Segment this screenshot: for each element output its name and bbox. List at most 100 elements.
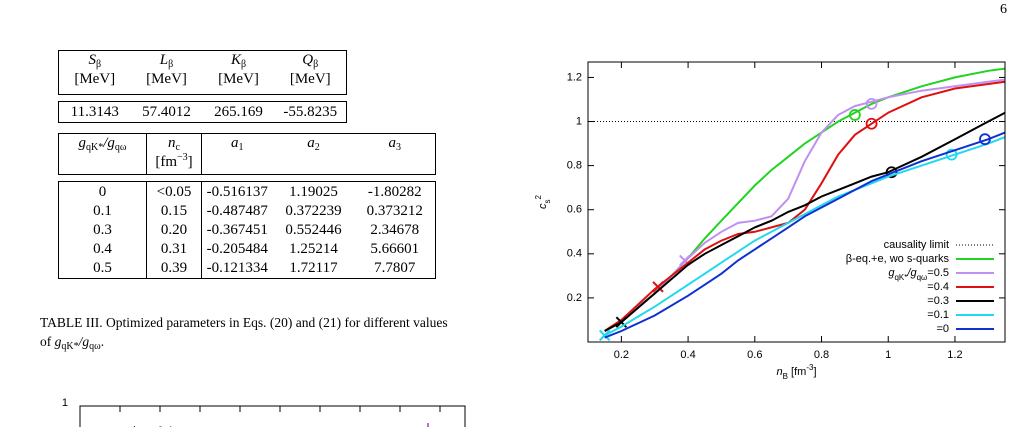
header-cell: a1 xyxy=(202,134,273,175)
plot-frame xyxy=(79,405,466,427)
table-box: Sβ [MeV] Lβ [MeV] Kβ [MeV] Qβ [MeV] xyxy=(58,50,347,95)
cell: 0.31 xyxy=(146,240,202,259)
legend-label: gqK*/gqω=0.4 xyxy=(112,425,173,427)
circle-marker xyxy=(945,148,958,161)
cross-stroke xyxy=(598,329,611,342)
series-line xyxy=(604,136,1005,337)
header-unit: [MeV] xyxy=(275,70,347,89)
symbol: g xyxy=(888,267,895,279)
cell: -55.8235 xyxy=(283,104,338,120)
x-tick-label: 0.2 xyxy=(614,349,629,361)
body-row: 0.5 0.39 -0.121334 1.72117 7.7807 xyxy=(58,259,436,279)
body-row: 11.3143 57.4012 265.169 -55.8235 xyxy=(59,102,347,123)
label-base: c xyxy=(537,203,549,209)
legend-name: =0.3 xyxy=(927,295,949,307)
legend-label: =0.1 xyxy=(927,309,949,321)
y-tick-label: 1 xyxy=(576,115,582,127)
legend-name: =0.1 xyxy=(927,309,949,321)
unit-text: ] xyxy=(187,154,193,170)
cell: -0.367451 xyxy=(206,222,268,238)
header-row: Sβ [MeV] Lβ [MeV] Kβ [MeV] Qβ [MeV] xyxy=(59,51,347,95)
subscript: 3 xyxy=(396,142,401,153)
cell: 1.19025 xyxy=(289,184,338,200)
legend-name: =0 xyxy=(936,323,949,335)
cell: 0.20 xyxy=(146,221,202,240)
legend-name: =0.4 xyxy=(151,425,173,427)
cross-marker xyxy=(652,281,664,293)
header-cell: Lβ [MeV] xyxy=(131,51,203,95)
x-axis-label: nB [fm-3] xyxy=(777,363,817,381)
cell: 57.4012 xyxy=(142,104,191,120)
header-symbol: a1 xyxy=(202,134,273,153)
symbol: a xyxy=(388,135,397,151)
circle-marker xyxy=(979,133,991,146)
unit-text: [MeV] xyxy=(218,71,259,87)
unit-text: [MeV] xyxy=(74,71,116,87)
label-sup: -3 xyxy=(806,363,814,372)
label-sub: s xyxy=(543,199,552,203)
header-cell: a3 xyxy=(355,134,436,175)
symbol: g xyxy=(78,135,87,151)
caption-text: . xyxy=(100,334,105,349)
circle-marker xyxy=(885,166,898,179)
header-unit: [MeV] xyxy=(59,70,131,89)
subscript: qK* xyxy=(61,341,79,352)
cell: 0.4 xyxy=(58,240,147,259)
header-cell: nc [fm−3] xyxy=(146,133,202,175)
circle-marker xyxy=(848,109,861,121)
cell: 5.66601 xyxy=(370,241,420,257)
table-box: 11.3143 57.4012 265.169 -55.8235 xyxy=(58,101,347,123)
symbol: n xyxy=(168,135,176,151)
series-line xyxy=(604,78,1005,332)
unit-text: [MeV] xyxy=(289,71,331,87)
unit-exponent: −3 xyxy=(177,152,188,163)
header-unit: [MeV] xyxy=(131,70,203,89)
cell: 0.372239 xyxy=(285,203,342,219)
legend-label: β-eq.+e, wo s-quarks xyxy=(846,253,950,265)
table-caption: TABLE III. Optimized parameters in Eqs. … xyxy=(40,313,450,352)
symbol: g xyxy=(112,425,119,427)
legend-label: =0.3 xyxy=(927,295,949,307)
symbol: /g xyxy=(78,334,90,349)
legend-label: gqK*/gqω=0.5 xyxy=(888,267,949,282)
symbol: /g xyxy=(906,267,917,279)
legend-label: =0 xyxy=(936,323,949,335)
caption-text: TABLE III. Optimized parameters in Eqs. … xyxy=(40,315,448,349)
subscript: β xyxy=(168,59,174,70)
unit-text: [fm xyxy=(155,154,178,170)
series-line xyxy=(604,111,1005,332)
subscript: qK* xyxy=(894,273,907,282)
label-base: n xyxy=(777,366,783,378)
series-line xyxy=(604,131,1005,339)
header-symbol: a2 xyxy=(273,134,355,153)
symbol: a xyxy=(231,135,239,151)
table-box: 0 <0.05 -0.516137 1.19025 -1.80282 0.1 0.15 -0.… xyxy=(58,181,436,279)
subscript: qω xyxy=(917,273,928,282)
legend-name: β-eq.+e, wo s-quarks xyxy=(846,253,950,265)
page-number: 6 xyxy=(1000,2,1007,17)
symbol: S xyxy=(88,52,96,68)
header-cell: gqK*/gqω xyxy=(58,133,147,175)
header-symbol: Qβ xyxy=(275,51,347,70)
cell: 0.552446 xyxy=(285,222,342,238)
circle-marker xyxy=(865,117,878,130)
cell: 1.72117 xyxy=(289,260,338,276)
symbol: /g xyxy=(130,425,141,427)
y-tick-label: 0.6 xyxy=(567,204,582,216)
symbol: L xyxy=(159,52,169,68)
header-symbol: Sβ xyxy=(59,51,131,70)
table-box: gqK*/gqω nc [fm−3] a1 a2 a3 xyxy=(58,133,436,175)
y-tick-label: 1.2 xyxy=(567,71,582,83)
label-sup: 2 xyxy=(534,194,543,199)
legend-label: =0.4 xyxy=(927,281,949,293)
cross-stroke xyxy=(679,254,691,267)
cell: 0.1 xyxy=(58,202,147,221)
y-tick-label: 0.2 xyxy=(567,292,582,304)
subscript: qω xyxy=(114,142,127,153)
body-row: 0 <0.05 -0.516137 1.19025 -1.80282 xyxy=(58,181,436,202)
unit-text: [MeV] xyxy=(146,71,187,87)
cell: 0.39 xyxy=(146,259,202,279)
y-tick-label: 1 xyxy=(62,397,68,409)
x-tick-label: 1 xyxy=(885,349,891,361)
y-tick-label: 0.4 xyxy=(567,248,582,260)
